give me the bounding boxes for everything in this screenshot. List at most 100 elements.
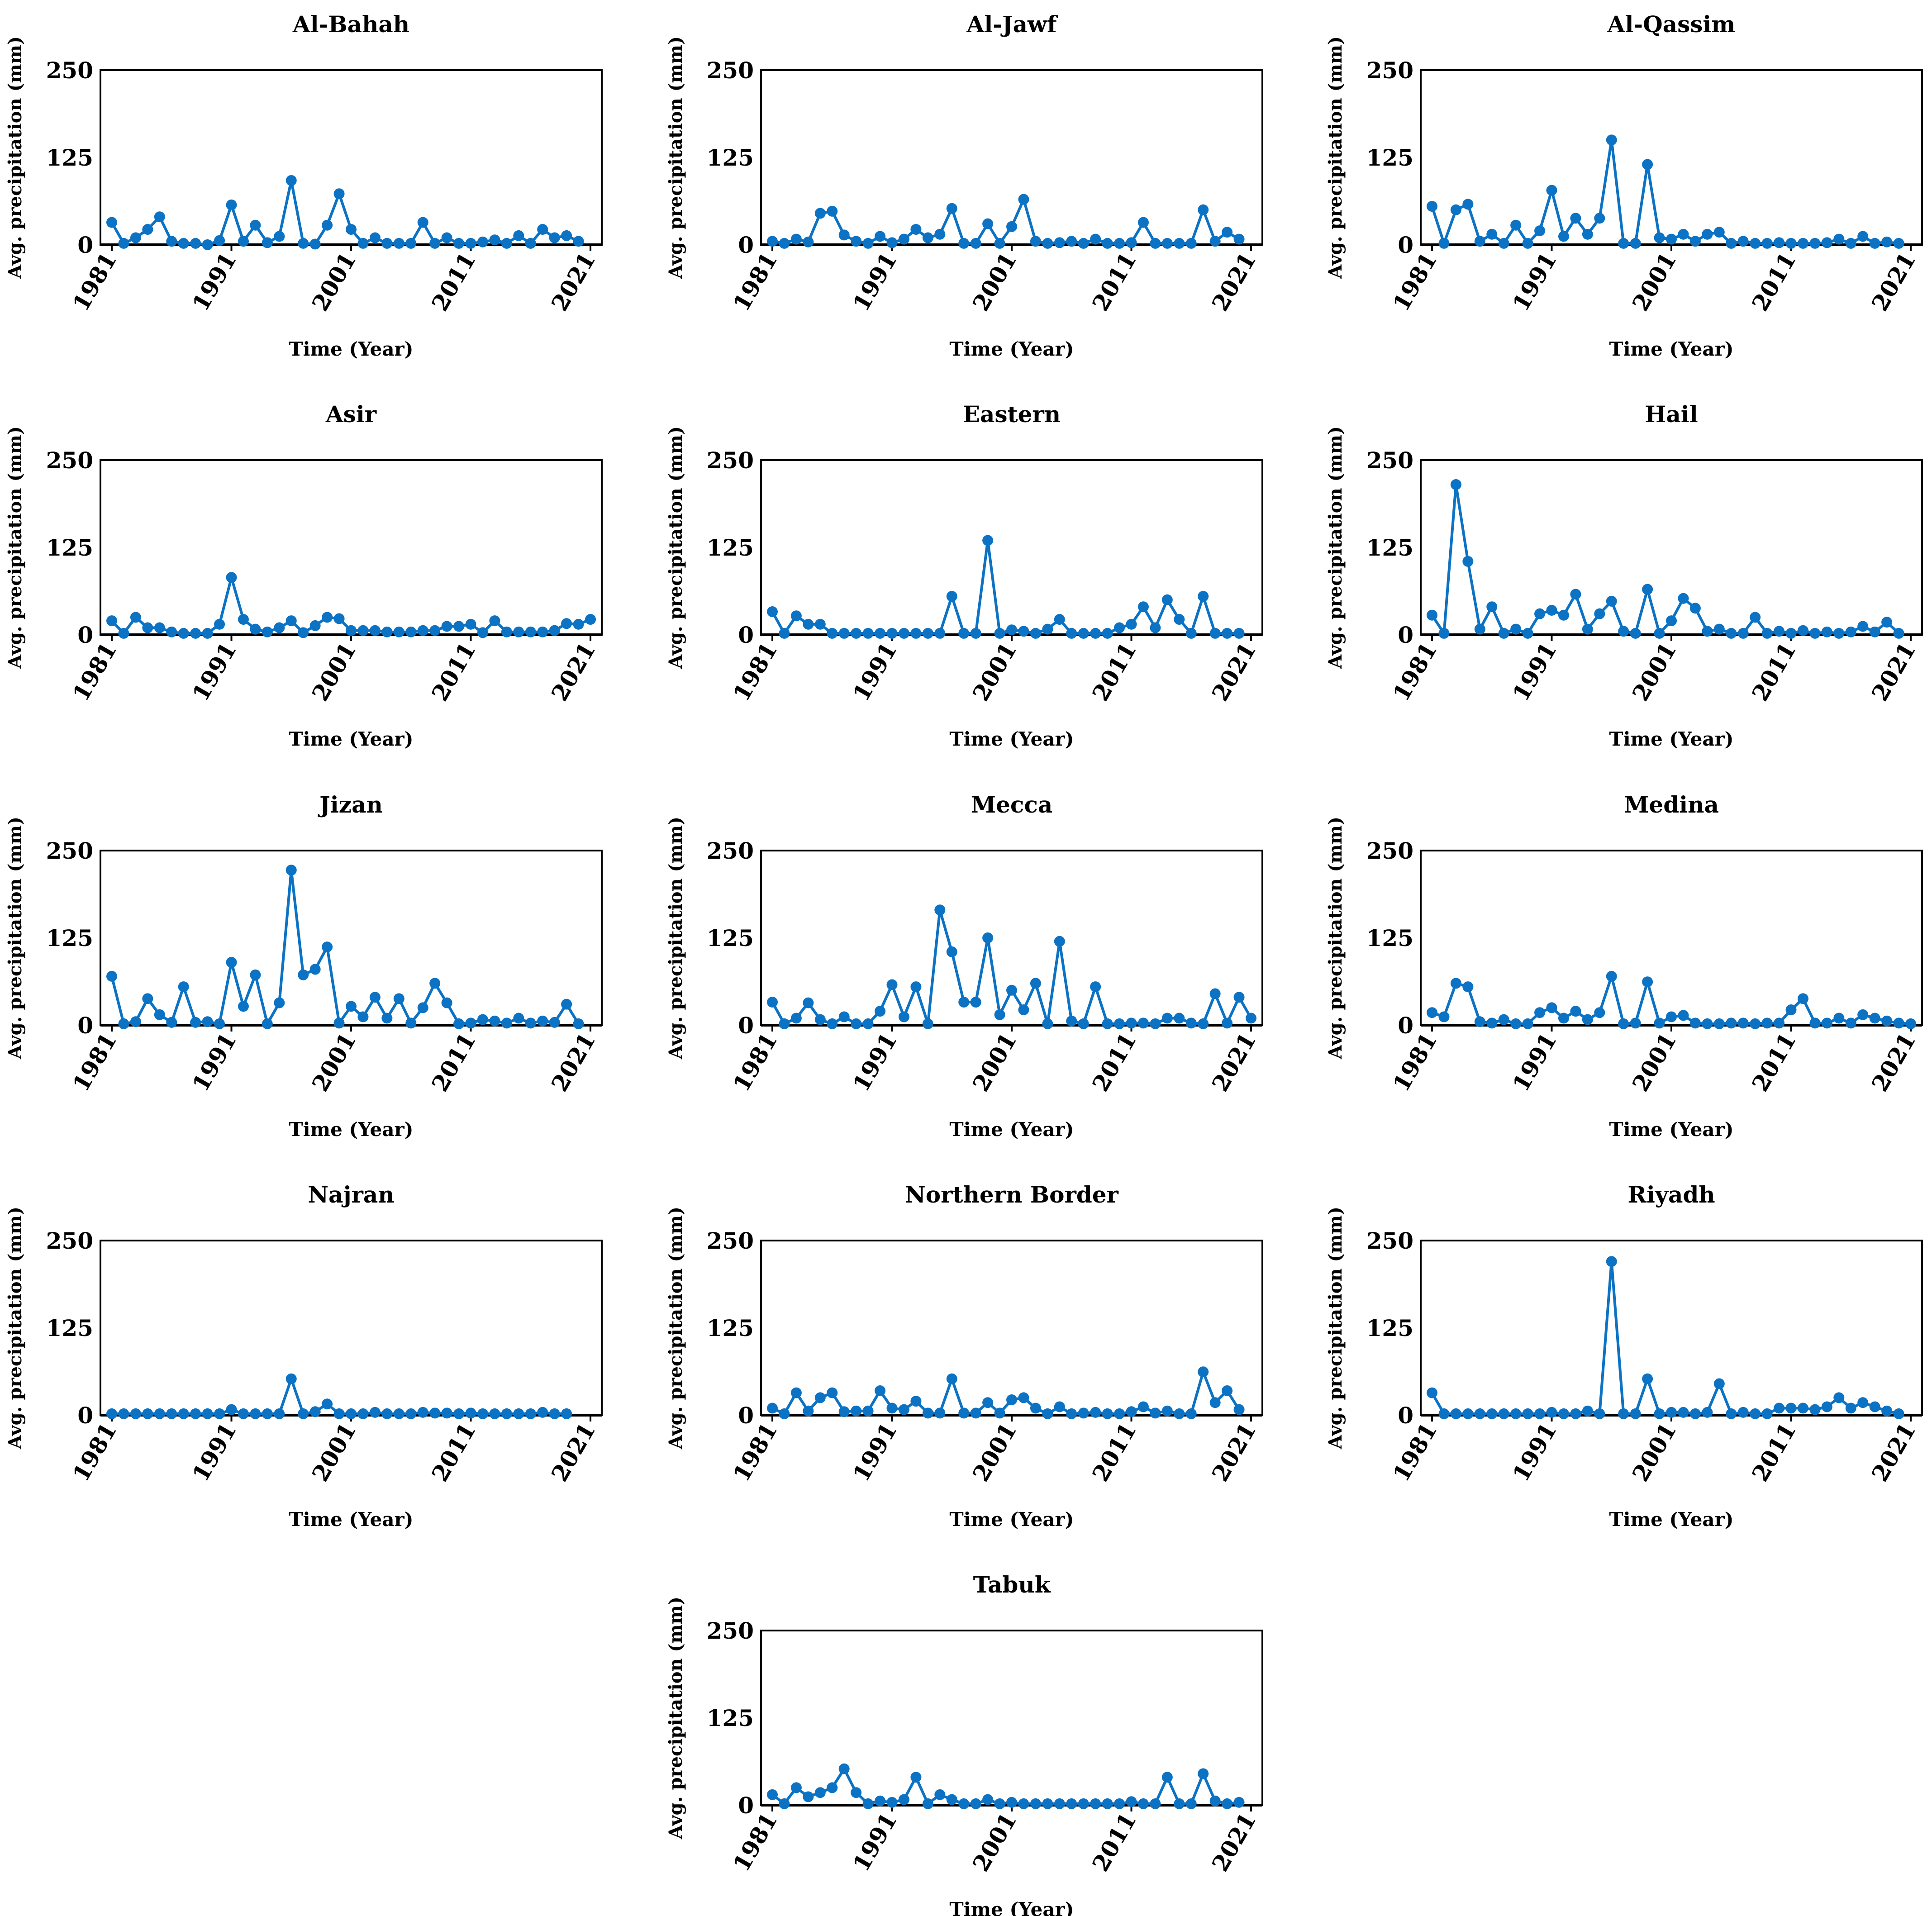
- chart-title: Riyadh: [1627, 1181, 1715, 1208]
- x-tick-label: 2021: [1866, 1028, 1921, 1096]
- data-point: [513, 230, 524, 241]
- data-point: [1606, 134, 1617, 146]
- x-tick-label: 2001: [967, 248, 1022, 316]
- data-point: [886, 628, 898, 639]
- panel-al-qassim: Al-Qassim 0 125 250 1981 1991 2001 2011 2021 Time…: [1325, 11, 1923, 360]
- data-point: [1510, 1018, 1522, 1029]
- data-point: [886, 1403, 898, 1414]
- x-axis-label: Time (Year): [289, 1508, 413, 1531]
- data-point: [346, 1001, 357, 1012]
- data-point: [178, 238, 189, 249]
- x-tick-label: 2021: [1207, 1808, 1261, 1876]
- data-point: [1570, 213, 1581, 224]
- data-point: [1845, 238, 1856, 249]
- data-point: [814, 618, 826, 630]
- data-point: [790, 1782, 802, 1793]
- data-point: [202, 1016, 213, 1027]
- x-tick-label: 2001: [967, 1418, 1022, 1486]
- data-point: [262, 1018, 273, 1029]
- data-point: [994, 1407, 1005, 1419]
- data-point: [790, 1387, 802, 1398]
- data-point: [525, 626, 536, 637]
- data-point: [561, 230, 572, 241]
- data-point: [1174, 1013, 1185, 1024]
- data-point: [453, 238, 465, 249]
- data-point: [803, 1405, 814, 1417]
- data-point: [262, 626, 273, 637]
- data-point: [1881, 1405, 1893, 1417]
- data-point: [1774, 1403, 1785, 1414]
- panel-eastern: Eastern 0 125 250 1981 1991 2001 2011 2021 Time (…: [665, 401, 1263, 750]
- data-point: [767, 1403, 778, 1414]
- data-point: [1534, 1007, 1546, 1018]
- data-point: [549, 1408, 560, 1419]
- series-line: [110, 179, 579, 246]
- data-point: [549, 232, 560, 243]
- data-point: [130, 1016, 141, 1027]
- y-tick-label: 0: [738, 622, 754, 648]
- data-point: [946, 946, 957, 957]
- data-point: [537, 224, 548, 235]
- data-point: [573, 236, 584, 247]
- y-tick-label: 250: [707, 1617, 754, 1644]
- data-point: [1054, 1401, 1065, 1412]
- data-point: [1594, 213, 1605, 224]
- y-tick-label: 125: [46, 1315, 93, 1341]
- x-tick-label: 1991: [1507, 1418, 1562, 1486]
- data-point: [1126, 237, 1137, 248]
- data-point: [1893, 1408, 1904, 1419]
- data-point: [898, 233, 909, 245]
- data-point: [1006, 624, 1017, 636]
- data-point: [1233, 233, 1245, 245]
- data-point: [309, 1406, 321, 1417]
- data-point: [465, 238, 476, 249]
- data-point: [1606, 595, 1617, 607]
- data-point: [1558, 609, 1569, 621]
- data-point: [346, 224, 357, 235]
- data-point: [1618, 1408, 1629, 1419]
- x-tick-label: 2001: [307, 638, 362, 706]
- data-point: [851, 1405, 862, 1417]
- plot-frame: [1420, 850, 1923, 1026]
- chart-title: Hail: [1645, 401, 1698, 428]
- data-point: [910, 981, 922, 993]
- x-tick-label: 1981: [728, 1028, 783, 1096]
- chart-title: Al-Bahah: [292, 11, 409, 38]
- x-tick-label: 2011: [426, 248, 481, 316]
- panel-asir: Asir 0 125 250 1981 1991 2001 2011 2021 Time (Yea…: [5, 401, 603, 750]
- x-tick-label: 1981: [1388, 1028, 1442, 1096]
- data-point: [202, 628, 213, 639]
- data-point: [1102, 1408, 1113, 1419]
- data-point: [477, 1014, 488, 1025]
- data-point: [1102, 238, 1113, 249]
- data-point: [1126, 1406, 1137, 1417]
- data-point: [309, 620, 321, 631]
- y-tick-label: 250: [707, 837, 754, 864]
- data-point: [250, 1408, 261, 1419]
- data-point: [1222, 628, 1233, 639]
- data-point: [166, 626, 177, 637]
- data-point: [1198, 1366, 1209, 1378]
- data-point: [1881, 236, 1893, 247]
- data-point: [1174, 1798, 1185, 1809]
- data-point: [1582, 623, 1593, 635]
- data-point: [1893, 628, 1904, 639]
- data-point: [1522, 238, 1533, 249]
- data-point: [1054, 936, 1065, 947]
- series-line: [1431, 1260, 1899, 1415]
- data-point: [1630, 1408, 1641, 1419]
- data-point: [1797, 625, 1808, 636]
- data-point: [982, 932, 994, 943]
- data-point: [1438, 1408, 1450, 1419]
- data-point: [1689, 603, 1701, 614]
- x-tick-label: 2011: [1087, 1808, 1142, 1876]
- data-point: [1161, 1405, 1173, 1417]
- x-tick-label: 1981: [1388, 1418, 1442, 1486]
- data-point: [922, 628, 933, 639]
- series-line: [772, 198, 1240, 245]
- data-point: [1438, 628, 1450, 639]
- data-point: [1546, 1407, 1557, 1418]
- data-point: [1137, 1017, 1149, 1029]
- data-point: [393, 238, 404, 249]
